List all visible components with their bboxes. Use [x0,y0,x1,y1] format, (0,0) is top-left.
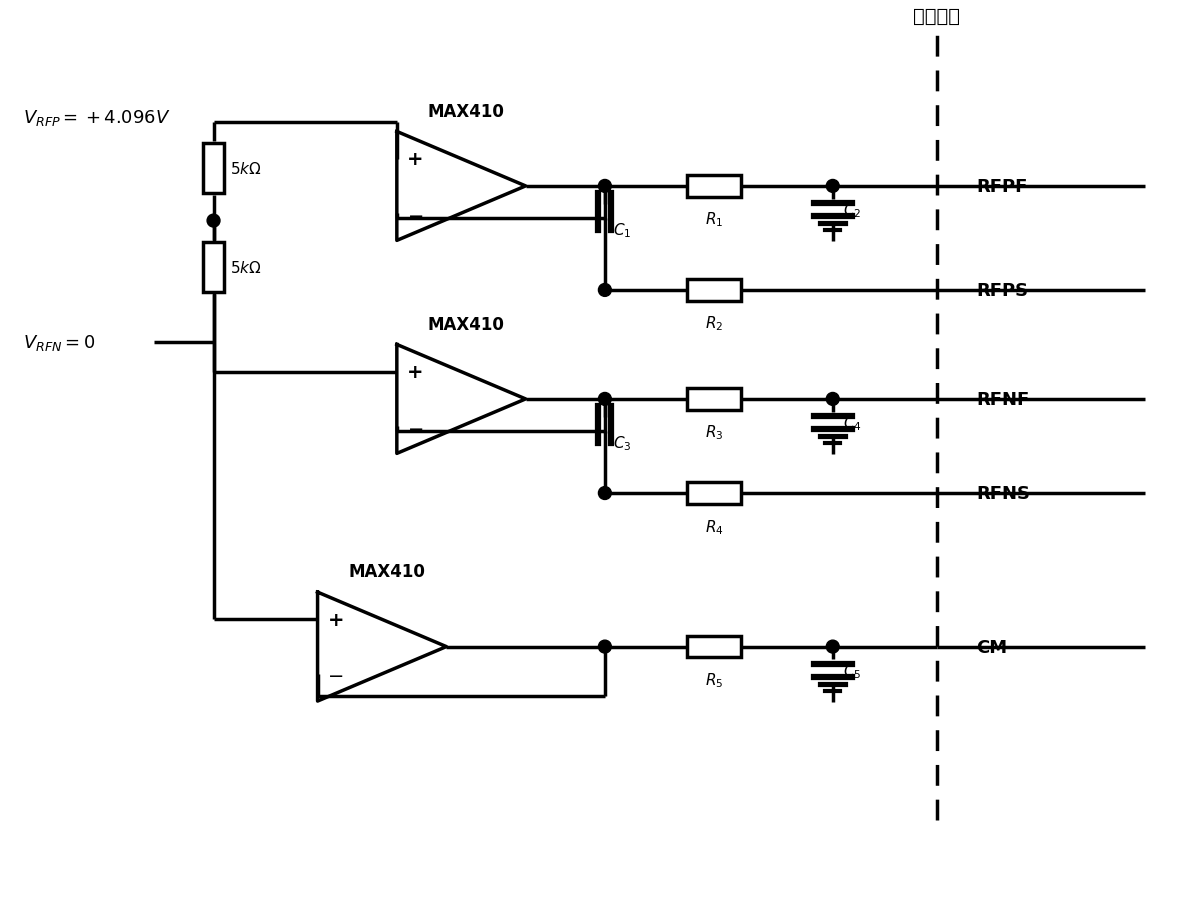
Text: $R_4$: $R_4$ [705,517,723,536]
Circle shape [599,393,612,406]
Circle shape [599,640,612,653]
Text: $5k\Omega$: $5k\Omega$ [231,161,263,177]
Text: RFPS: RFPS [976,281,1028,299]
Text: $R_1$: $R_1$ [705,210,723,229]
Text: $C_4$: $C_4$ [842,414,861,433]
Circle shape [599,180,612,193]
Text: $-$: $-$ [407,418,424,437]
Text: $V_{RFP} = +4.096V$: $V_{RFP} = +4.096V$ [24,107,170,127]
Text: +: + [407,363,424,382]
Text: 芯片界线: 芯片界线 [913,7,961,26]
Bar [202,144,225,194]
Circle shape [826,640,839,653]
Bar [686,389,741,410]
Text: MAX410: MAX410 [428,103,505,120]
Text: $C_1$: $C_1$ [613,221,632,240]
Text: RFNF: RFNF [976,391,1029,409]
Text: $C_5$: $C_5$ [842,661,861,680]
Text: $C_3$: $C_3$ [613,434,632,453]
Circle shape [599,284,612,297]
Circle shape [826,180,839,193]
Text: $R_3$: $R_3$ [705,423,723,442]
Circle shape [599,487,612,500]
Text: MAX410: MAX410 [428,315,505,333]
Bar [202,244,225,292]
Text: +: + [328,610,344,630]
Circle shape [826,393,839,406]
Circle shape [207,215,220,228]
Text: $-$: $-$ [328,665,344,684]
Bar [686,176,741,198]
Text: CM: CM [976,638,1008,656]
Text: +: + [407,150,424,169]
Text: $5k\Omega$: $5k\Omega$ [231,260,263,276]
Text: RFPF: RFPF [976,178,1028,196]
Text: $R_5$: $R_5$ [705,670,723,689]
Text: $R_2$: $R_2$ [705,315,723,333]
Text: $-$: $-$ [407,205,424,224]
Text: $V_{RFN} = 0$: $V_{RFN} = 0$ [24,333,96,353]
Text: MAX410: MAX410 [349,563,426,581]
Text: $C_2$: $C_2$ [842,201,861,220]
Text: RFNS: RFNS [976,484,1030,502]
Bar [686,483,741,504]
Bar [686,636,741,658]
Bar [686,280,741,301]
